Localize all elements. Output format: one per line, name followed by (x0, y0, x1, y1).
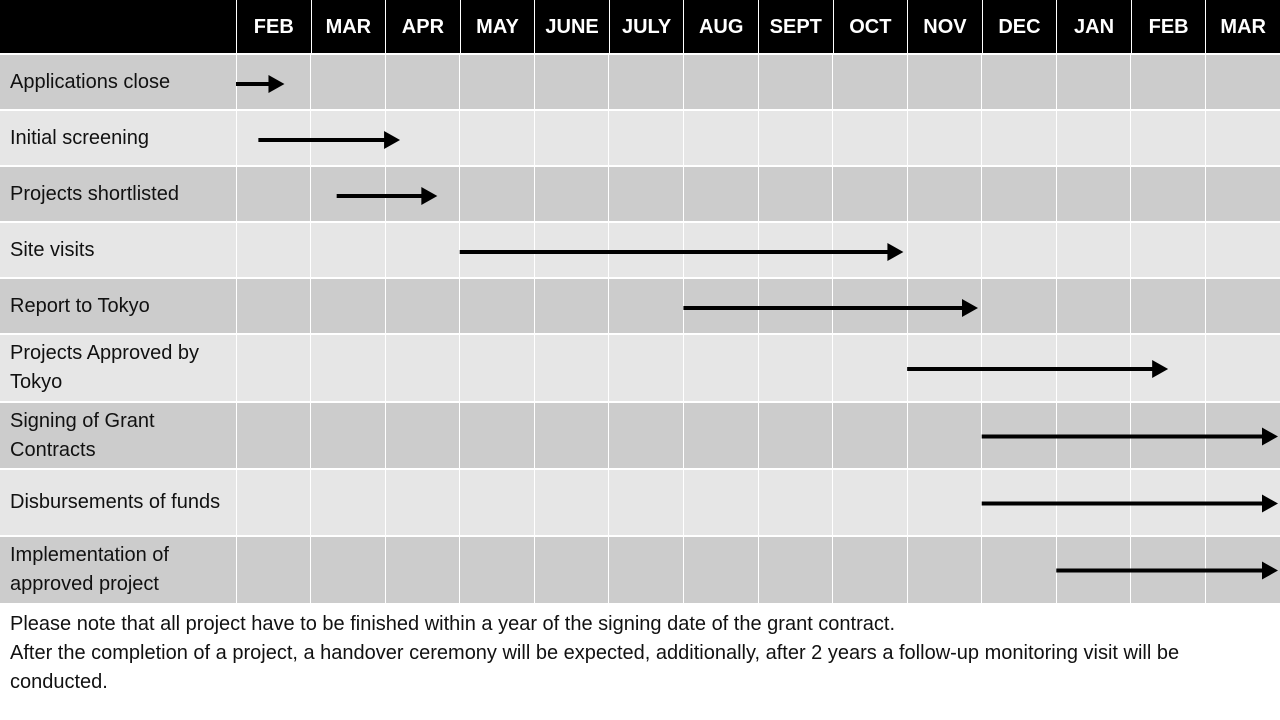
task-label: Projects shortlisted (10, 182, 179, 205)
month-header-row: FEB MAR APR MAY JUNE JULY AUG SEPT OCT NOV DEC JAN F… (0, 0, 1280, 54)
task-arrow-head (421, 187, 438, 205)
row-separator (0, 535, 1280, 537)
task-arrow-head (384, 131, 401, 149)
task-row: Projects shortlisted (0, 166, 1280, 222)
task-arrow-head (961, 299, 978, 317)
note-line-1: Please note that all project have to be … (10, 613, 895, 635)
row-separator (0, 401, 1280, 403)
task-label: Initial screening (10, 126, 149, 149)
grid-line (235, 54, 237, 604)
task-label: Applications close (10, 70, 171, 93)
row-separator (0, 221, 1280, 223)
grid-line (832, 54, 834, 604)
month-header-jan-11: JAN (1056, 0, 1131, 54)
month-header-aug-6: AUG (683, 0, 758, 54)
task-arrow (907, 360, 1169, 378)
task-label: Report to Tokyo (10, 294, 150, 317)
grid-line (310, 54, 312, 604)
task-arrow (981, 494, 1278, 513)
grid-line (906, 54, 908, 604)
task-arrow-head (1152, 360, 1169, 378)
task-arrow (981, 427, 1278, 446)
task-arrow-head (1262, 427, 1278, 446)
row-separator (0, 468, 1280, 470)
row-separator (0, 53, 1280, 55)
task-label: Disbursements of funds (10, 491, 221, 513)
gantt-chart: FEB MAR APR MAY JUNE JULY AUG SEPT OCT NOV DEC JAN F… (0, 0, 1280, 604)
month-header-apr-2: APR (385, 0, 460, 54)
month-header-july-5: JULY (608, 0, 684, 54)
task-arrow (459, 243, 904, 261)
grid-line (1204, 54, 1206, 604)
grid-line (1055, 54, 1057, 604)
month-header-dec-10: DEC (981, 0, 1057, 54)
task-arrows (236, 75, 1278, 580)
month-header-mar-1: MAR (310, 0, 386, 54)
task-row: Applications close (0, 54, 1280, 110)
grid-line (459, 54, 461, 604)
month-header-june-4: JUNE (534, 0, 609, 54)
row-separator (0, 165, 1280, 167)
month-header-sept-7: SEPT (758, 0, 833, 54)
grid-line (981, 54, 983, 604)
grid-line (533, 54, 535, 604)
month-header-feb-12: FEB (1130, 0, 1206, 54)
grid-line (682, 54, 684, 604)
task-label: Site visits (10, 238, 95, 261)
month-header-may-3: MAY (459, 0, 535, 54)
task-row: Initial screening (0, 110, 1280, 166)
task-label: Signing of Grant Contracts (10, 409, 155, 461)
task-arrow-head (1262, 561, 1278, 580)
task-arrow (336, 187, 438, 205)
month-header-mar-13: MAR (1205, 0, 1280, 54)
task-arrow-head (1262, 494, 1278, 513)
task-label: Projects Approved by Tokyo (10, 342, 199, 393)
row-separator (0, 277, 1280, 279)
task-arrow (1056, 561, 1278, 580)
row-separator (0, 109, 1280, 111)
task-label: Implementation of approved project (10, 543, 169, 595)
task-row: Report to Tokyo (0, 278, 1280, 334)
row-separator (0, 333, 1280, 335)
month-header-nov-9: NOV (907, 0, 982, 54)
task-arrow-head (887, 243, 904, 261)
month-header-oct-8: OCT (832, 0, 908, 54)
task-arrow (683, 299, 978, 317)
footnotes: Please note that all project have to be … (10, 610, 1270, 697)
grid-line (1130, 54, 1132, 604)
task-arrow-head (268, 75, 285, 93)
task-arrow (236, 75, 285, 93)
grid-line (757, 54, 759, 604)
grid-line (384, 54, 386, 604)
task-arrow (258, 131, 401, 149)
grid-line (608, 54, 610, 604)
note-line-2: After the completion of a project, a han… (10, 642, 1180, 693)
month-header-feb-0: FEB (236, 0, 311, 54)
